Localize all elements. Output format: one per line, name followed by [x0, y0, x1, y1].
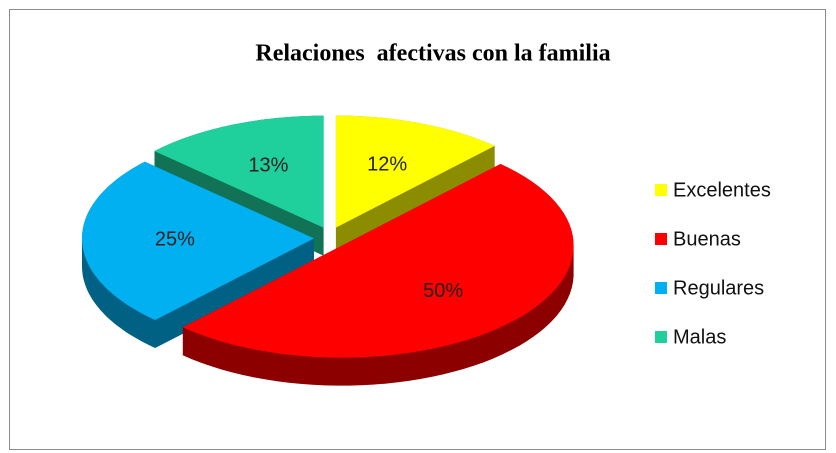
- data-label: 25%: [155, 229, 195, 251]
- pie-slice: [182, 164, 574, 358]
- pie-slice: [154, 115, 324, 228]
- pie-slice: [82, 161, 314, 320]
- legend-swatch: [655, 331, 667, 343]
- legend-label: Regulares: [673, 277, 764, 299]
- legend-label: Excelentes: [673, 179, 771, 201]
- legend-label: Buenas: [673, 228, 741, 250]
- chart-title: Relaciones afectivas con la familia: [255, 41, 610, 67]
- legend-swatch: [655, 282, 667, 294]
- pie-slice: [335, 115, 495, 228]
- legend-label: Malas: [673, 326, 726, 348]
- legend-swatch: [655, 184, 667, 196]
- data-label: 50%: [423, 280, 463, 302]
- legend-swatch: [655, 233, 667, 245]
- data-label: 13%: [248, 154, 288, 176]
- data-label: 12%: [367, 153, 407, 175]
